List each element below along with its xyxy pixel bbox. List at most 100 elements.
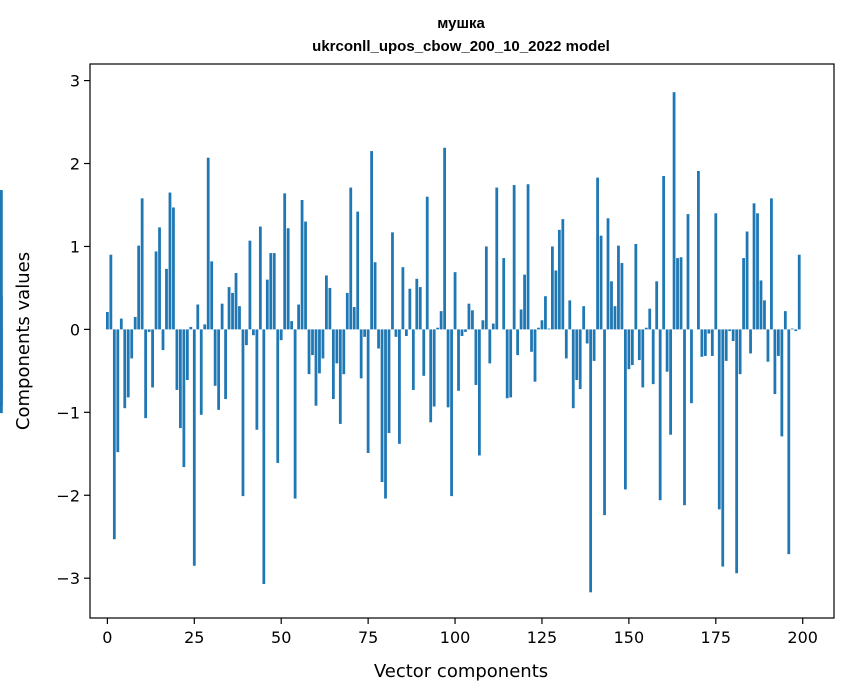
bar-36 xyxy=(231,292,234,330)
bar-197 xyxy=(790,328,794,330)
bar-8 xyxy=(133,316,137,330)
x-tick-label: 125 xyxy=(527,628,558,647)
bar-134 xyxy=(571,329,575,409)
x-tick-label: 150 xyxy=(614,628,645,647)
bar-153 xyxy=(637,329,641,361)
x-axis-label: Vector components xyxy=(374,661,548,682)
bar-131 xyxy=(561,219,565,330)
bar-23 xyxy=(185,329,189,380)
bar-41 xyxy=(248,240,252,330)
x-axis-ticks: 0 25 50 75 100 125 150 175 200 xyxy=(102,618,818,647)
y-axis-label: Components values xyxy=(13,252,34,430)
bars-group xyxy=(0,92,801,593)
bar-115 xyxy=(505,329,509,399)
bar-6 xyxy=(126,329,130,398)
bar-177 xyxy=(721,329,725,567)
bar-161 xyxy=(665,329,669,372)
bar-104 xyxy=(467,303,471,330)
bar-74 xyxy=(363,329,367,337)
bar-25 xyxy=(192,329,196,566)
bar-82 xyxy=(391,232,394,330)
bar-91 xyxy=(422,329,426,376)
bar-43 xyxy=(255,329,259,430)
bar-38 xyxy=(238,306,241,330)
bar-66 xyxy=(335,329,339,364)
bar-150 xyxy=(627,329,631,370)
bar-189 xyxy=(763,300,766,330)
bar-135 xyxy=(575,329,579,380)
bar-193 xyxy=(776,329,780,356)
bar-107 xyxy=(477,329,481,456)
bar-143 xyxy=(603,329,606,516)
bar-56 xyxy=(300,200,304,330)
bar-119 xyxy=(519,309,523,330)
bar-145 xyxy=(610,281,613,330)
bar-51 xyxy=(283,193,287,330)
bar-122 xyxy=(530,329,533,352)
bar-139 xyxy=(589,329,593,593)
bar-187 xyxy=(756,213,759,330)
bar-22 xyxy=(182,329,186,468)
y-tick-label: −3 xyxy=(56,569,80,588)
bar-40 xyxy=(245,329,248,346)
x-tick-label: 25 xyxy=(184,628,204,647)
bar-108 xyxy=(481,320,485,330)
bar-86 xyxy=(404,329,408,337)
bar-166 xyxy=(683,329,686,506)
bar-28 xyxy=(203,324,207,330)
bar-undefined xyxy=(0,329,3,406)
bar-33 xyxy=(220,303,224,330)
bar-49 xyxy=(276,329,280,463)
bar-85 xyxy=(401,267,405,330)
bar-148 xyxy=(620,263,624,330)
bar-149 xyxy=(624,329,627,490)
bar-174 xyxy=(710,329,714,356)
bar-97 xyxy=(443,147,447,330)
x-tick-label: 50 xyxy=(271,628,291,647)
bar-120 xyxy=(523,274,526,330)
bar-198 xyxy=(794,329,798,332)
bar-137 xyxy=(582,306,586,330)
bar-61 xyxy=(318,329,321,374)
bar-80 xyxy=(384,329,387,499)
bar-71 xyxy=(352,307,356,330)
bar-154 xyxy=(641,329,645,388)
bar-52 xyxy=(286,228,290,330)
chart-subtitle: ukrconll_upos_cbow_200_10_2022 model xyxy=(312,38,610,55)
bar-103 xyxy=(464,329,467,332)
bar-94 xyxy=(432,329,436,407)
bar-190 xyxy=(766,329,770,362)
bar-176 xyxy=(717,329,721,510)
bar-147 xyxy=(617,245,620,330)
x-tick-label: 175 xyxy=(701,628,732,647)
bar-186 xyxy=(752,203,756,330)
bar-151 xyxy=(630,329,634,366)
bar-50 xyxy=(279,329,283,341)
bar-146 xyxy=(613,306,617,330)
bar-79 xyxy=(380,329,384,482)
bar-141 xyxy=(596,177,599,330)
bar-90 xyxy=(418,287,422,330)
bar-37 xyxy=(234,272,238,330)
bar-72 xyxy=(356,211,360,330)
bar-195 xyxy=(783,311,787,330)
bar-144 xyxy=(606,218,610,330)
bar-0 xyxy=(105,311,109,330)
y-tick-label: 1 xyxy=(70,237,80,256)
bar-159 xyxy=(658,329,662,501)
bar-undefined xyxy=(0,190,3,330)
bar-65 xyxy=(331,329,335,400)
bar-128 xyxy=(551,246,554,330)
bar-83 xyxy=(394,329,398,337)
bar-127 xyxy=(547,328,551,330)
bar-55 xyxy=(297,304,300,330)
bar-165 xyxy=(679,257,683,330)
bar-9 xyxy=(137,245,141,330)
bar-133 xyxy=(568,300,572,330)
bar-1 xyxy=(109,254,113,330)
y-tick-label: 2 xyxy=(70,155,80,174)
bar-76 xyxy=(370,151,373,330)
y-tick-label: 3 xyxy=(70,72,80,91)
bar-106 xyxy=(474,329,478,385)
bar-121 xyxy=(526,184,530,330)
